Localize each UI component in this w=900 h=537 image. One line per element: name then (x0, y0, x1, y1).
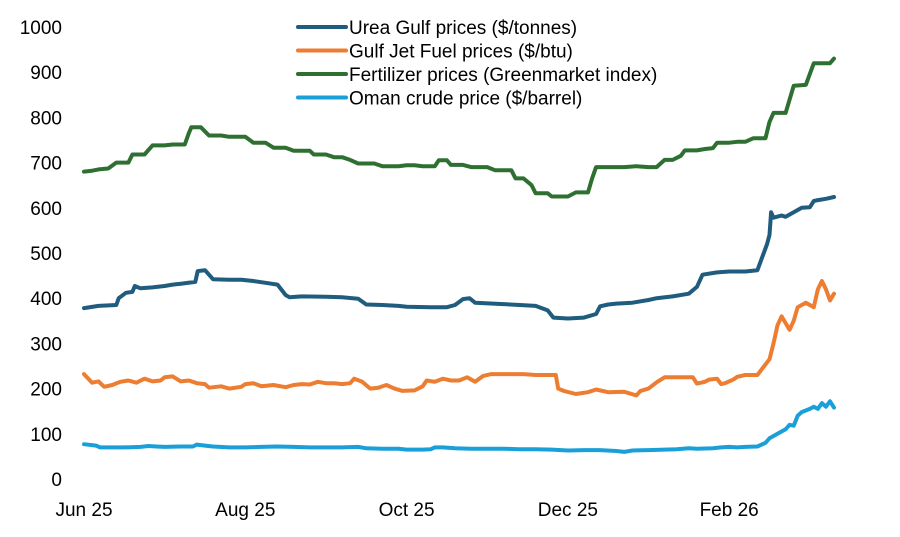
x-tick-label-3: Dec 25 (538, 500, 598, 521)
y-tick-label-500: 500 (30, 244, 62, 265)
x-tick-label-0: Jun 25 (55, 500, 112, 521)
y-tick-label-700: 700 (30, 154, 62, 175)
legend-label-0: Urea Gulf prices ($/tonnes) (349, 18, 577, 39)
x-axis: Jun 25 Aug 25 Oct 25 Dec 25 Feb 26 (55, 500, 758, 521)
series-line-1 (82, 279, 836, 398)
x-tick-label-1: Aug 25 (215, 500, 275, 521)
plot-area (82, 56, 836, 454)
series-line-2 (82, 56, 836, 199)
x-tick-label-2: Oct 25 (379, 500, 435, 521)
legend-label-1: Gulf Jet Fuel prices ($/btu) (349, 42, 573, 63)
series-line-3 (82, 399, 836, 454)
y-tick-label-0: 0 (51, 470, 62, 491)
series-line-0 (82, 195, 836, 321)
y-tick-label-200: 200 (30, 380, 62, 401)
x-tick-label-4: Feb 26 (700, 500, 759, 521)
y-tick-label-400: 400 (30, 289, 62, 310)
y-tick-label-800: 800 (30, 108, 62, 129)
y-tick-label-900: 900 (30, 63, 62, 84)
legend-label-3: Oman crude price ($/barrel) (349, 89, 582, 110)
y-tick-label-300: 300 (30, 334, 62, 355)
legend: Urea Gulf prices ($/tonnes) Gulf Jet Fuel… (296, 18, 657, 110)
y-tick-label-1000: 1000 (20, 18, 62, 39)
y-axis: 0 100 200 300 400 500 600 700 800 900 1000 (20, 18, 62, 491)
y-tick-label-600: 600 (30, 199, 62, 220)
legend-label-2: Fertilizer prices (Greenmarket index) (349, 65, 657, 86)
y-tick-label-100: 100 (30, 425, 62, 446)
